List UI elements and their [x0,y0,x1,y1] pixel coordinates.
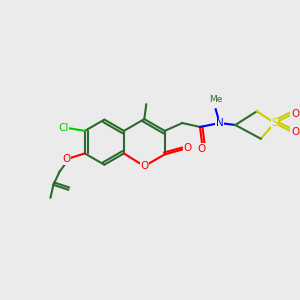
Text: S: S [271,118,278,128]
Text: O: O [183,142,191,152]
Text: O: O [62,154,70,164]
Text: Cl: Cl [58,123,68,133]
Text: O: O [291,109,299,119]
Text: O: O [140,161,148,171]
Text: O: O [198,143,206,154]
Text: Me: Me [209,95,222,104]
Text: O: O [291,127,299,137]
Text: N: N [216,118,224,128]
